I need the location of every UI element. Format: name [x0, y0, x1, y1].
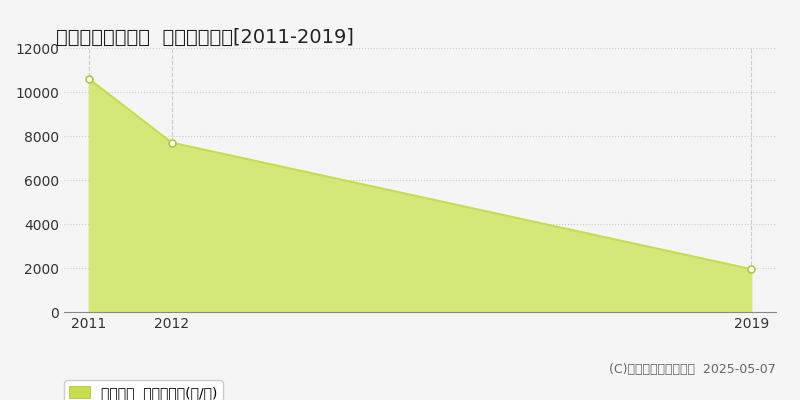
Text: (C)土地価格ドットコム  2025-05-07: (C)土地価格ドットコム 2025-05-07 [610, 363, 776, 376]
Text: うるま市石川伊波  林地価格推移[2011-2019]: うるま市石川伊波 林地価格推移[2011-2019] [56, 28, 354, 47]
Legend: 林地価格  平均坪単価(円/坪): 林地価格 平均坪単価(円/坪) [64, 380, 223, 400]
